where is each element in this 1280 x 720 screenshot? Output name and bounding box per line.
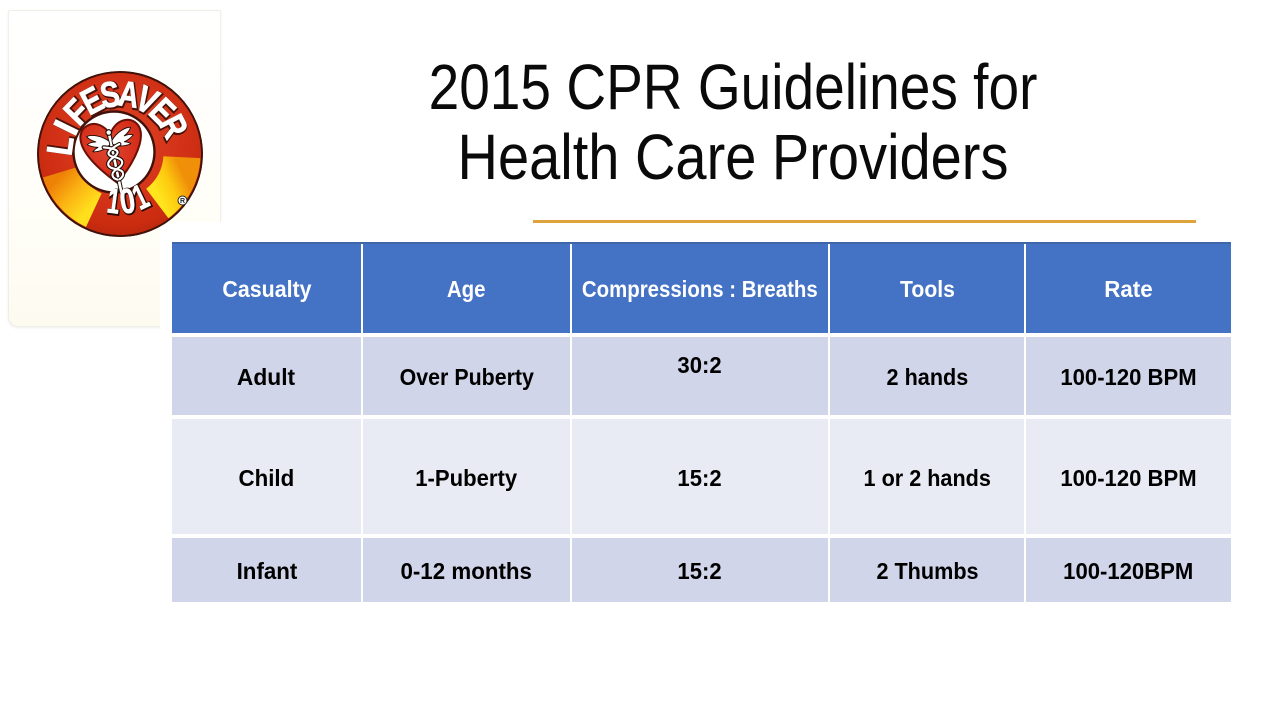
svg-text:R: R xyxy=(180,198,185,205)
svg-text:0: 0 xyxy=(117,181,138,222)
svg-text:1: 1 xyxy=(105,181,122,221)
